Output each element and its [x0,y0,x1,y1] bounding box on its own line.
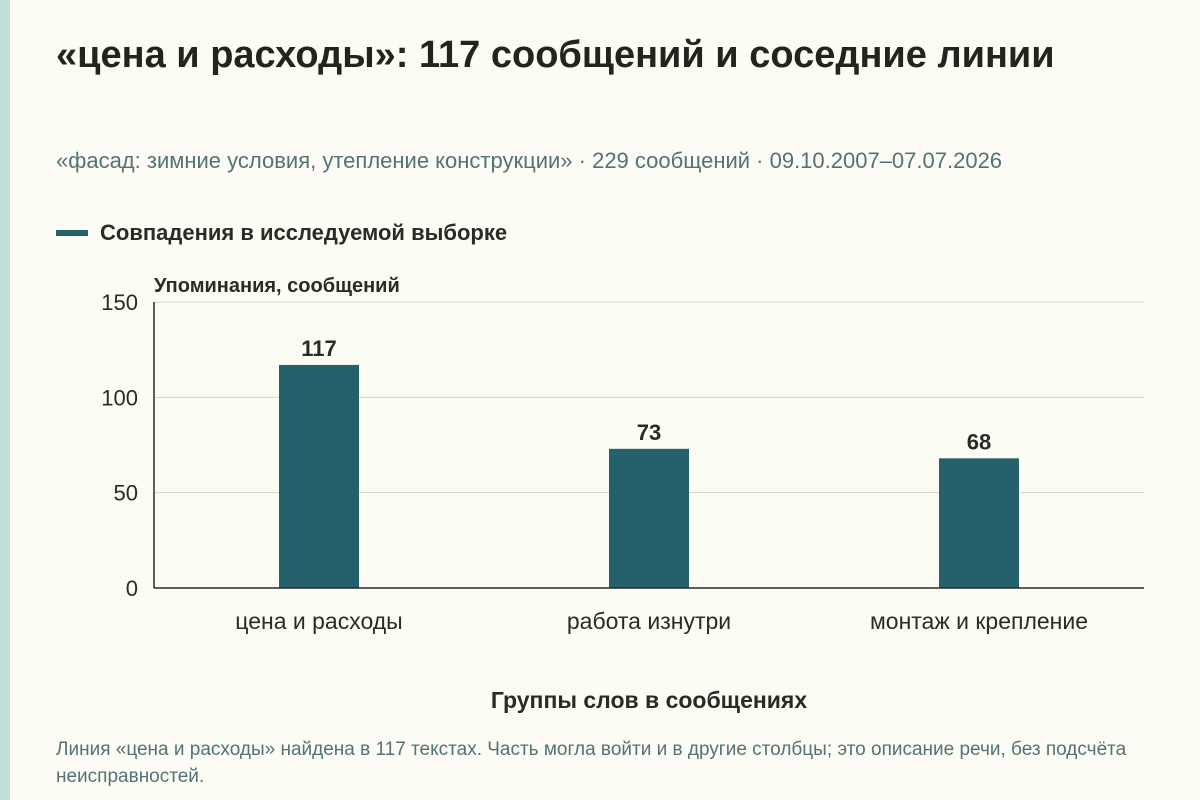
data-labels: 117 73 68 [301,336,991,454]
accent-stripe [0,0,10,800]
x-tick-label: монтаж и крепление [870,608,1088,634]
bars [279,364,1019,588]
data-label: 117 [301,336,337,361]
y-tick-label: 150 [101,290,138,315]
legend-swatch [56,230,88,236]
y-tick-label: 50 [114,481,138,506]
legend-label: Совпадения в исследуемой выборке [100,220,508,245]
data-label: 68 [967,429,991,454]
bar [279,364,359,588]
y-tick-label: 0 [126,576,138,601]
data-label: 73 [637,420,661,445]
footnote: Линия «цена и расходы» найдена в 117 тек… [56,739,1127,787]
chart-title: «цена и расходы»: 117 сообщений и соседн… [56,34,1055,76]
bar [939,458,1019,588]
legend: Совпадения в исследуемой выборке [56,218,507,248]
x-tick-label: цена и расходы [235,608,402,634]
y-tick-labels: 0 50 100 150 [101,290,138,601]
x-tick-labels: цена и расходы работа изнутри монтаж и кре… [235,608,1088,634]
x-tick-label: работа изнутри [567,608,731,634]
bar [609,448,689,588]
x-axis-title: Группы слов в сообщениях [491,687,807,713]
chart-subtitle: «фасад: зимние условия, утепление констр… [56,148,1003,173]
y-axis-title: Упоминания, сообщений [154,275,400,297]
y-tick-label: 100 [101,385,138,410]
